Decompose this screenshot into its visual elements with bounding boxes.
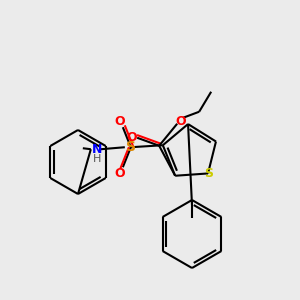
Text: N: N: [92, 143, 102, 156]
Text: S: S: [126, 140, 136, 154]
Text: O: O: [176, 115, 187, 128]
Text: O: O: [127, 131, 137, 144]
Text: S: S: [205, 167, 214, 180]
Text: O: O: [115, 115, 125, 128]
Text: H: H: [93, 154, 101, 164]
Text: O: O: [115, 167, 125, 180]
